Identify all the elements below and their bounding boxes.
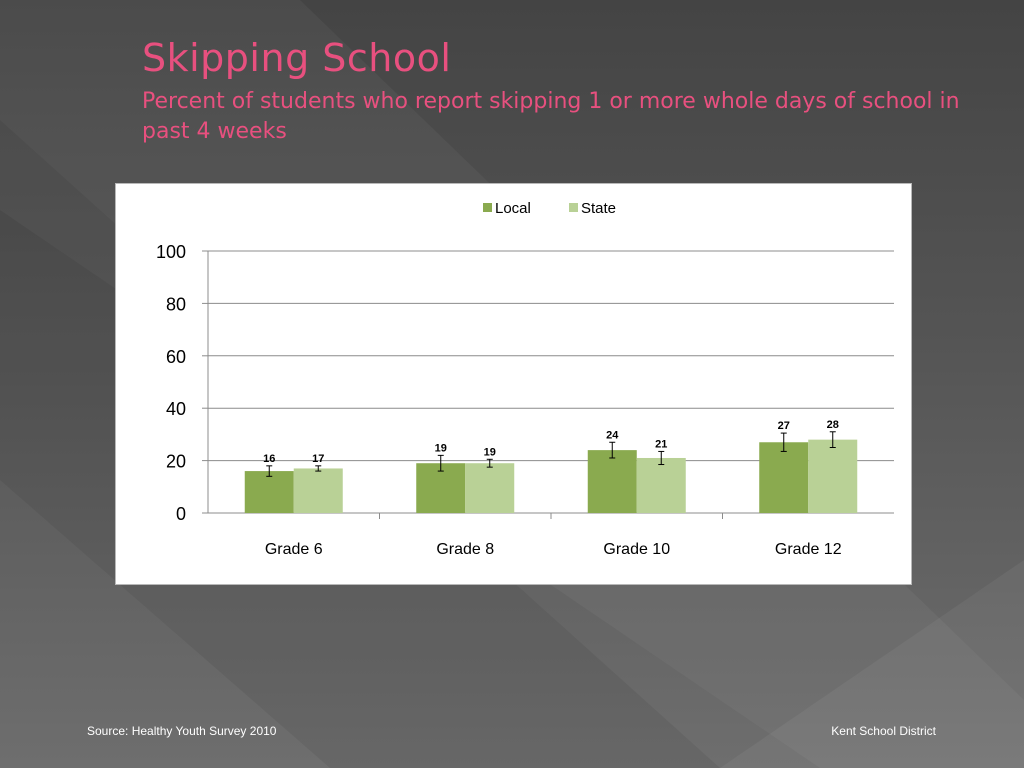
bar-local bbox=[587, 450, 637, 513]
x-tick-label: Grade 12 bbox=[775, 541, 842, 558]
x-tick-label: Grade 10 bbox=[603, 541, 670, 558]
data-label: 27 bbox=[778, 420, 790, 432]
bar-state bbox=[293, 468, 343, 513]
source-note: Source: Healthy Youth Survey 2010 bbox=[87, 724, 277, 738]
y-tick-label: 80 bbox=[166, 294, 186, 314]
slide-subtitle: Percent of students who report skipping … bbox=[142, 89, 960, 144]
y-tick-label: 20 bbox=[166, 452, 186, 472]
y-tick-label: 100 bbox=[156, 242, 186, 262]
bar-local bbox=[244, 471, 294, 513]
district-name: Kent School District bbox=[831, 724, 936, 738]
bar-local bbox=[759, 442, 809, 513]
legend-label: Local bbox=[495, 200, 531, 217]
legend-swatch bbox=[483, 203, 492, 212]
legend-swatch bbox=[569, 203, 578, 212]
chart-panel: 0 20 40 60 80 100 16 17 Grade 6 19 19 Grade 8 24 21 Gr… bbox=[115, 183, 912, 585]
y-tick-label: 40 bbox=[166, 399, 186, 419]
data-label: 19 bbox=[484, 446, 496, 458]
x-tick-label: Grade 6 bbox=[265, 541, 323, 558]
x-tick-label: Grade 8 bbox=[436, 541, 494, 558]
bar-state bbox=[808, 439, 858, 513]
y-tick-label: 60 bbox=[166, 347, 186, 367]
legend-label: State bbox=[581, 200, 616, 217]
data-label: 17 bbox=[312, 453, 324, 465]
data-label: 21 bbox=[655, 438, 667, 450]
bar-state bbox=[465, 463, 515, 513]
y-tick-label: 0 bbox=[176, 504, 186, 524]
data-label: 28 bbox=[827, 419, 839, 431]
slide-title: Skipping School bbox=[142, 36, 452, 80]
data-label: 16 bbox=[263, 453, 275, 465]
data-label: 19 bbox=[435, 442, 447, 454]
data-label: 24 bbox=[606, 429, 619, 441]
bar-chart: 0 20 40 60 80 100 16 17 Grade 6 19 19 Grade 8 24 21 Gr… bbox=[156, 200, 894, 558]
bar-state bbox=[636, 457, 686, 513]
